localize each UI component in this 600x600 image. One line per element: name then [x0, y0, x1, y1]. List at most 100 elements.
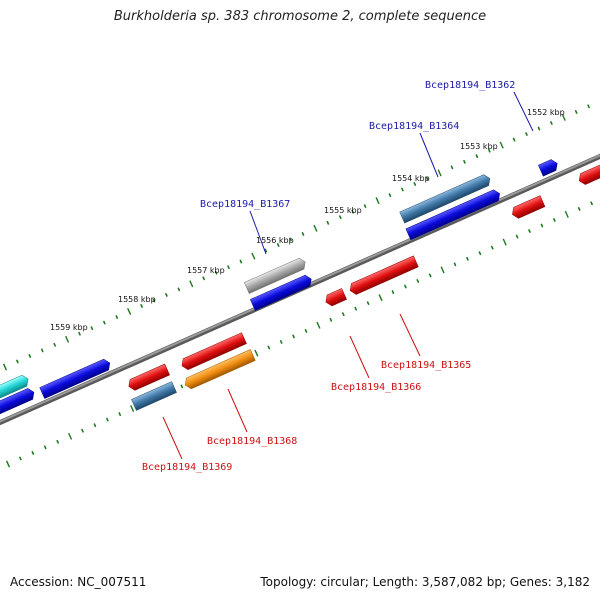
gene-label-b1367[interactable]: Bcep18194_B1367 — [200, 199, 290, 210]
gene-label-b1366[interactable]: Bcep18194_B1366 — [331, 382, 421, 393]
gene-forward-blue-1559[interactable] — [39, 357, 112, 399]
tick-label-1559: 1559 kbp — [50, 323, 88, 332]
gene-forward-blue-edge[interactable] — [0, 387, 36, 418]
outer-minor-tick — [512, 137, 516, 142]
inner-minor-tick — [354, 306, 358, 311]
inner-minor-tick — [528, 229, 531, 233]
inner-minor-tick — [490, 245, 494, 250]
accession-text: Accession: NC_007511 — [10, 575, 147, 589]
tick-label-1557: 1557 kbp — [187, 266, 225, 275]
outer-minor-tick — [487, 148, 491, 153]
gene-label-b1369[interactable]: Bcep18194_B1369 — [142, 462, 232, 473]
outer-minor-tick — [227, 265, 230, 270]
outer-minor-tick — [16, 359, 19, 364]
tick-label-1553: 1553 kbp — [460, 142, 498, 151]
inner-minor-tick — [304, 328, 308, 333]
outer-minor-tick — [289, 237, 292, 242]
outer-major-tick — [375, 197, 380, 205]
outer-minor-tick — [78, 331, 81, 336]
outer-minor-tick — [587, 104, 590, 109]
outer-minor-tick — [53, 342, 57, 347]
gene-reverse-red-1553[interactable] — [510, 195, 546, 220]
inner-minor-tick — [366, 301, 370, 306]
map-title: Burkholderia sp. 383 chromosome 2, compl… — [113, 9, 487, 24]
outer-minor-tick — [574, 110, 578, 114]
inner-major-tick — [378, 294, 383, 302]
outer-minor-tick — [363, 204, 367, 208]
inner-minor-tick — [329, 317, 333, 322]
tick-label-1554: 1554 kbp — [392, 174, 430, 183]
inner-minor-tick — [478, 251, 482, 256]
gene-b1368[interactable] — [183, 349, 256, 390]
outer-minor-tick — [425, 176, 429, 181]
outer-minor-tick — [338, 215, 342, 220]
inner-major-tick — [254, 349, 259, 357]
outer-minor-tick — [550, 121, 553, 125]
outer-minor-tick — [401, 187, 404, 192]
outer-minor-tick — [413, 182, 417, 186]
gene-b1366[interactable] — [323, 288, 347, 307]
gene-b1365[interactable] — [348, 255, 419, 296]
gene-b1363[interactable] — [405, 188, 502, 241]
inner-minor-tick — [93, 423, 97, 428]
gene-b1369[interactable] — [131, 381, 177, 411]
inner-minor-tick — [118, 412, 121, 417]
inner-minor-tick — [404, 284, 407, 289]
gene-b1362[interactable] — [538, 158, 559, 177]
outer-minor-tick — [152, 298, 156, 303]
tick-label-1558: 1558 kbp — [118, 295, 156, 304]
gene-forward-blue-1556[interactable] — [249, 274, 313, 311]
inner-minor-tick — [267, 345, 271, 350]
outer-tick-ring — [2, 104, 590, 371]
gene-forward-cyan-edge[interactable] — [0, 374, 31, 405]
outer-major-tick — [313, 224, 318, 232]
inner-minor-tick — [540, 223, 544, 228]
inner-major-tick — [564, 210, 569, 218]
gene-label-b1364[interactable]: Bcep18194_B1364 — [369, 121, 459, 132]
gene-reverse-red-1558[interactable] — [179, 332, 247, 372]
outer-minor-tick — [301, 232, 305, 236]
outer-minor-tick — [475, 154, 479, 159]
inner-minor-tick — [428, 273, 432, 278]
outer-minor-tick — [90, 326, 94, 331]
inner-minor-tick — [453, 262, 457, 267]
outer-minor-tick — [537, 126, 541, 131]
callout-line-b1369 — [162, 416, 183, 460]
gene-label-b1362[interactable]: Bcep18194_B1362 — [425, 80, 515, 91]
inner-minor-tick — [466, 256, 469, 261]
inner-minor-tick — [43, 445, 47, 450]
inner-minor-tick — [31, 450, 35, 455]
outer-minor-tick — [40, 348, 44, 353]
callout-line-b1365 — [399, 313, 421, 357]
kbp-scale-labels: 1552 kbp 1553 kbp 1554 kbp 1555 kbp 1556… — [50, 108, 565, 332]
inner-minor-tick — [56, 439, 60, 444]
outer-major-tick — [127, 308, 132, 315]
inner-major-tick — [130, 405, 135, 412]
callout-line-b1366 — [349, 335, 370, 379]
inner-minor-tick — [577, 207, 581, 211]
gene-label-b1365[interactable]: Bcep18194_B1365 — [381, 360, 471, 371]
gene-b1367[interactable] — [243, 257, 307, 294]
outer-minor-tick — [276, 243, 280, 247]
inner-minor-tick — [180, 384, 184, 389]
outer-minor-tick — [115, 315, 118, 320]
inner-major-tick — [440, 266, 445, 274]
outer-minor-tick — [140, 304, 143, 308]
gene-label-b1368[interactable]: Bcep18194_B1368 — [207, 436, 297, 447]
outer-minor-tick — [264, 248, 268, 253]
outer-minor-tick — [463, 159, 466, 164]
outer-minor-tick — [388, 193, 392, 197]
gene-reverse-red-edge[interactable] — [577, 163, 600, 186]
callout-line-b1367 — [249, 210, 267, 255]
inner-minor-tick — [279, 340, 283, 344]
outer-major-tick — [65, 335, 70, 343]
gene-reverse-red-small[interactable] — [126, 363, 170, 392]
inner-minor-tick — [590, 201, 593, 206]
outer-minor-tick — [326, 220, 330, 225]
outer-minor-tick — [28, 353, 32, 358]
gene-b1364[interactable] — [399, 173, 493, 224]
outer-major-tick — [437, 169, 442, 177]
outer-minor-tick — [525, 132, 528, 136]
